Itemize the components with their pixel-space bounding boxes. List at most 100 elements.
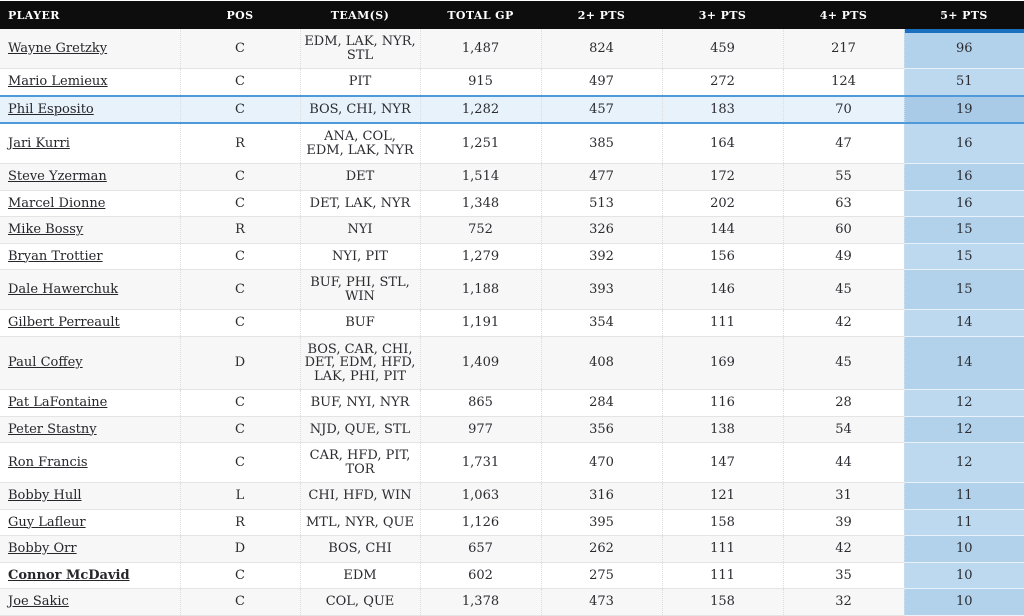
column-header-player[interactable]: PLAYER	[0, 0, 180, 29]
cell-pts2: 470	[540, 442, 662, 483]
cell-pts5: 16	[903, 190, 1024, 217]
player-link[interactable]: Ron Francis	[8, 454, 88, 470]
cell-total_gp: 1,409	[419, 336, 541, 390]
cell-player: Guy Lafleur	[0, 509, 180, 536]
player-link[interactable]: Peter Stastny	[8, 421, 97, 437]
cell-pts5: 15	[903, 243, 1024, 270]
cell-pos: D	[179, 535, 300, 563]
player-link[interactable]: Mike Bossy	[8, 222, 84, 237]
cell-pts2: 262	[540, 535, 662, 563]
cell-total_gp: 1,251	[419, 123, 541, 164]
player-link[interactable]: Gilbert Perreault	[8, 315, 120, 330]
cell-total_gp: 1,282	[419, 94, 541, 124]
player-link[interactable]: Jari Kurri	[8, 135, 70, 151]
cell-pos: C	[179, 68, 300, 96]
table-row: Dale Hawerchuk C BUF, PHI, STL, WIN 1,188 39…	[0, 269, 1024, 310]
player-link[interactable]: Connor McDavid	[8, 567, 130, 583]
cell-pos: R	[179, 509, 300, 536]
column-header-total-gp[interactable]: TOTAL GP	[420, 0, 541, 29]
table-row: Pat LaFontaine C BUF, NYI, NYR 865 284 116 28 1…	[0, 389, 1024, 417]
player-link[interactable]: Bobby Hull	[8, 488, 82, 503]
cell-total_gp: 1,063	[419, 482, 541, 510]
cell-pos: C	[179, 94, 300, 124]
cell-player: Marcel Dionne	[0, 190, 180, 217]
cell-total_gp: 657	[419, 535, 541, 563]
cell-pts5: 11	[903, 482, 1024, 510]
player-link[interactable]: Bryan Trottier	[8, 248, 103, 264]
cell-pts4: 35	[782, 562, 904, 589]
cell-pts2: 275	[540, 562, 662, 589]
table-row: Gilbert Perreault C BUF 1,191 354 111 42 14	[0, 309, 1024, 337]
table-row: Steve Yzerman C DET 1,514 477 172 55 16	[0, 163, 1024, 191]
table-row: Mike Bossy R NYI 752 326 144 60 15	[0, 216, 1024, 244]
cell-player: Steve Yzerman	[0, 163, 180, 191]
cell-pts3: 156	[661, 243, 783, 270]
cell-pts2: 392	[540, 243, 662, 270]
player-link[interactable]: Mario Lemieux	[8, 74, 108, 89]
cell-pts4: 42	[782, 535, 904, 563]
cell-player: Dale Hawerchuk	[0, 269, 180, 310]
cell-pts3: 272	[661, 68, 783, 96]
column-header-teams[interactable]: TEAM(S)	[300, 0, 420, 29]
cell-pts3: 111	[661, 562, 783, 589]
cell-pts4: 28	[782, 389, 904, 417]
column-header-pos[interactable]: POS	[180, 0, 300, 29]
cell-total_gp: 977	[419, 416, 541, 443]
cell-pts5: 10	[903, 562, 1024, 589]
column-header-2plus-pts[interactable]: 2+ PTS	[541, 0, 662, 29]
cell-pos: C	[179, 269, 300, 310]
cell-total_gp: 602	[419, 562, 541, 589]
cell-pts5: 12	[903, 416, 1024, 443]
cell-teams: CAR, HFD, PIT, TOR	[299, 442, 420, 483]
cell-pts4: 63	[782, 190, 904, 217]
player-link[interactable]: Wayne Gretzky	[8, 40, 108, 56]
player-link[interactable]: Bobby Orr	[8, 541, 77, 556]
cell-pos: C	[179, 309, 300, 337]
cell-teams: BUF, PHI, STL, WIN	[299, 269, 420, 310]
player-link[interactable]: Joe Sakic	[8, 594, 69, 609]
player-link[interactable]: Guy Lafleur	[8, 514, 86, 530]
cell-total_gp: 1,378	[419, 588, 541, 616]
column-header-3plus-pts[interactable]: 3+ PTS	[662, 0, 783, 29]
cell-total_gp: 1,126	[419, 509, 541, 536]
cell-pts2: 457	[540, 94, 662, 124]
cell-pts5: 19	[903, 94, 1024, 124]
player-link[interactable]: Phil Esposito	[8, 101, 94, 117]
cell-teams: CHI, HFD, WIN	[299, 482, 420, 510]
cell-total_gp: 1,731	[419, 442, 541, 483]
cell-pts3: 111	[661, 309, 783, 337]
cell-pts4: 45	[782, 336, 904, 390]
cell-pts5: 12	[903, 442, 1024, 483]
table-row: Wayne Gretzky C EDM, LAK, NYR, STL 1,487 824…	[0, 29, 1024, 69]
cell-player: Mike Bossy	[0, 216, 180, 244]
cell-teams: DET	[299, 163, 420, 191]
cell-teams: COL, QUE	[299, 588, 420, 616]
player-link[interactable]: Marcel Dionne	[8, 195, 106, 211]
column-header-4plus-pts[interactable]: 4+ PTS	[783, 0, 904, 29]
column-header-5plus-pts[interactable]: 5+ PTS	[904, 0, 1024, 29]
player-link[interactable]: Dale Hawerchuk	[8, 281, 119, 297]
table-row: Joe Sakic C COL, QUE 1,378 473 158 32 10	[0, 588, 1024, 616]
cell-pos: C	[179, 243, 300, 270]
cell-total_gp: 1,348	[419, 190, 541, 217]
player-link[interactable]: Pat LaFontaine	[8, 395, 108, 410]
cell-pts2: 326	[540, 216, 662, 244]
player-link[interactable]: Steve Yzerman	[8, 169, 107, 184]
cell-pts5: 14	[903, 336, 1024, 390]
table-header: PLAYER POS TEAM(S) TOTAL GP 2+ PTS 3+ PT…	[0, 0, 1024, 29]
cell-pts4: 32	[782, 588, 904, 616]
cell-pts5: 10	[903, 588, 1024, 616]
cell-pts4: 49	[782, 243, 904, 270]
cell-player: Mario Lemieux	[0, 68, 180, 96]
cell-player: Joe Sakic	[0, 588, 180, 616]
cell-pos: R	[179, 216, 300, 244]
player-link[interactable]: Paul Coffey	[8, 355, 83, 370]
cell-pts5: 15	[903, 216, 1024, 244]
cell-pos: C	[179, 588, 300, 616]
table-row: Bryan Trottier C NYI, PIT 1,279 392 156 49 15	[0, 243, 1024, 270]
cell-player: Jari Kurri	[0, 123, 180, 164]
cell-player: Phil Esposito	[0, 94, 180, 124]
cell-pts2: 513	[540, 190, 662, 217]
table-row: Phil Esposito C BOS, CHI, NYR 1,282 457 183 70…	[0, 94, 1024, 124]
cell-pts3: 147	[661, 442, 783, 483]
